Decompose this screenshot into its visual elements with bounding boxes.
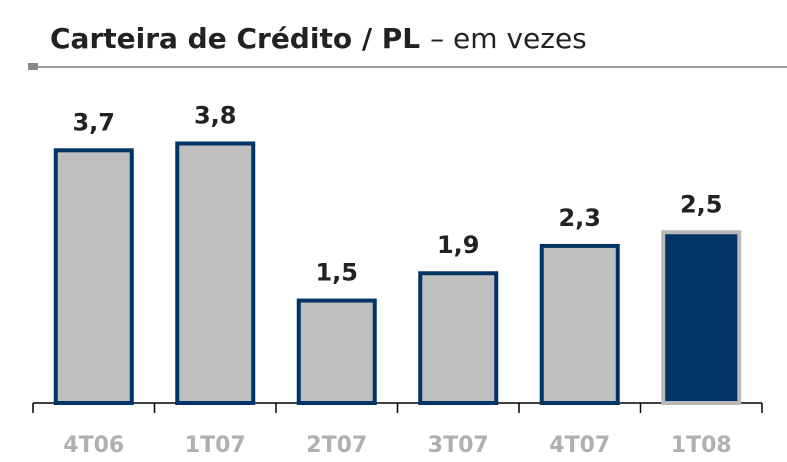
bar [539,243,620,405]
value-label: 2,3 [558,204,601,232]
chart-title: Carteira de Crédito / PL [50,22,420,55]
x-tick-label: 4T07 [549,433,610,458]
x-tick-label: 1T08 [671,433,732,458]
value-label: 1,5 [315,259,358,287]
value-label: 1,9 [437,231,480,259]
bar [661,230,742,405]
value-label: 3,7 [72,108,115,136]
bar [418,271,499,405]
value-label: 2,5 [680,190,723,218]
value-label: 3,8 [194,101,237,129]
x-tick-label: 2T07 [306,433,367,458]
bar [296,298,377,405]
x-tick-label: 4T06 [63,433,124,458]
chart-subtitle: – em vezes [430,22,587,55]
bar [175,141,256,406]
bar [53,148,134,405]
rule-marker [28,63,38,70]
x-tick-label: 3T07 [428,433,489,458]
x-tick-label: 1T07 [185,433,246,458]
chart-title-line: Carteira de Crédito / PL – em vezes [50,22,587,55]
